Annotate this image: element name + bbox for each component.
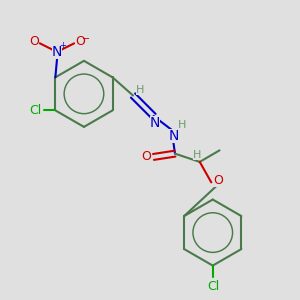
Text: O: O xyxy=(214,174,224,187)
Text: Cl: Cl xyxy=(207,280,220,292)
Text: O: O xyxy=(29,35,39,48)
Text: H: H xyxy=(177,120,186,130)
Text: +: + xyxy=(59,41,66,50)
Text: N: N xyxy=(52,45,62,59)
Text: Cl: Cl xyxy=(29,104,41,117)
Text: O: O xyxy=(75,35,85,48)
Text: H: H xyxy=(193,150,201,160)
Text: −: − xyxy=(82,34,91,44)
Text: N: N xyxy=(168,130,178,143)
Text: O: O xyxy=(141,150,151,164)
Text: N: N xyxy=(150,116,160,130)
Text: H: H xyxy=(136,85,145,94)
